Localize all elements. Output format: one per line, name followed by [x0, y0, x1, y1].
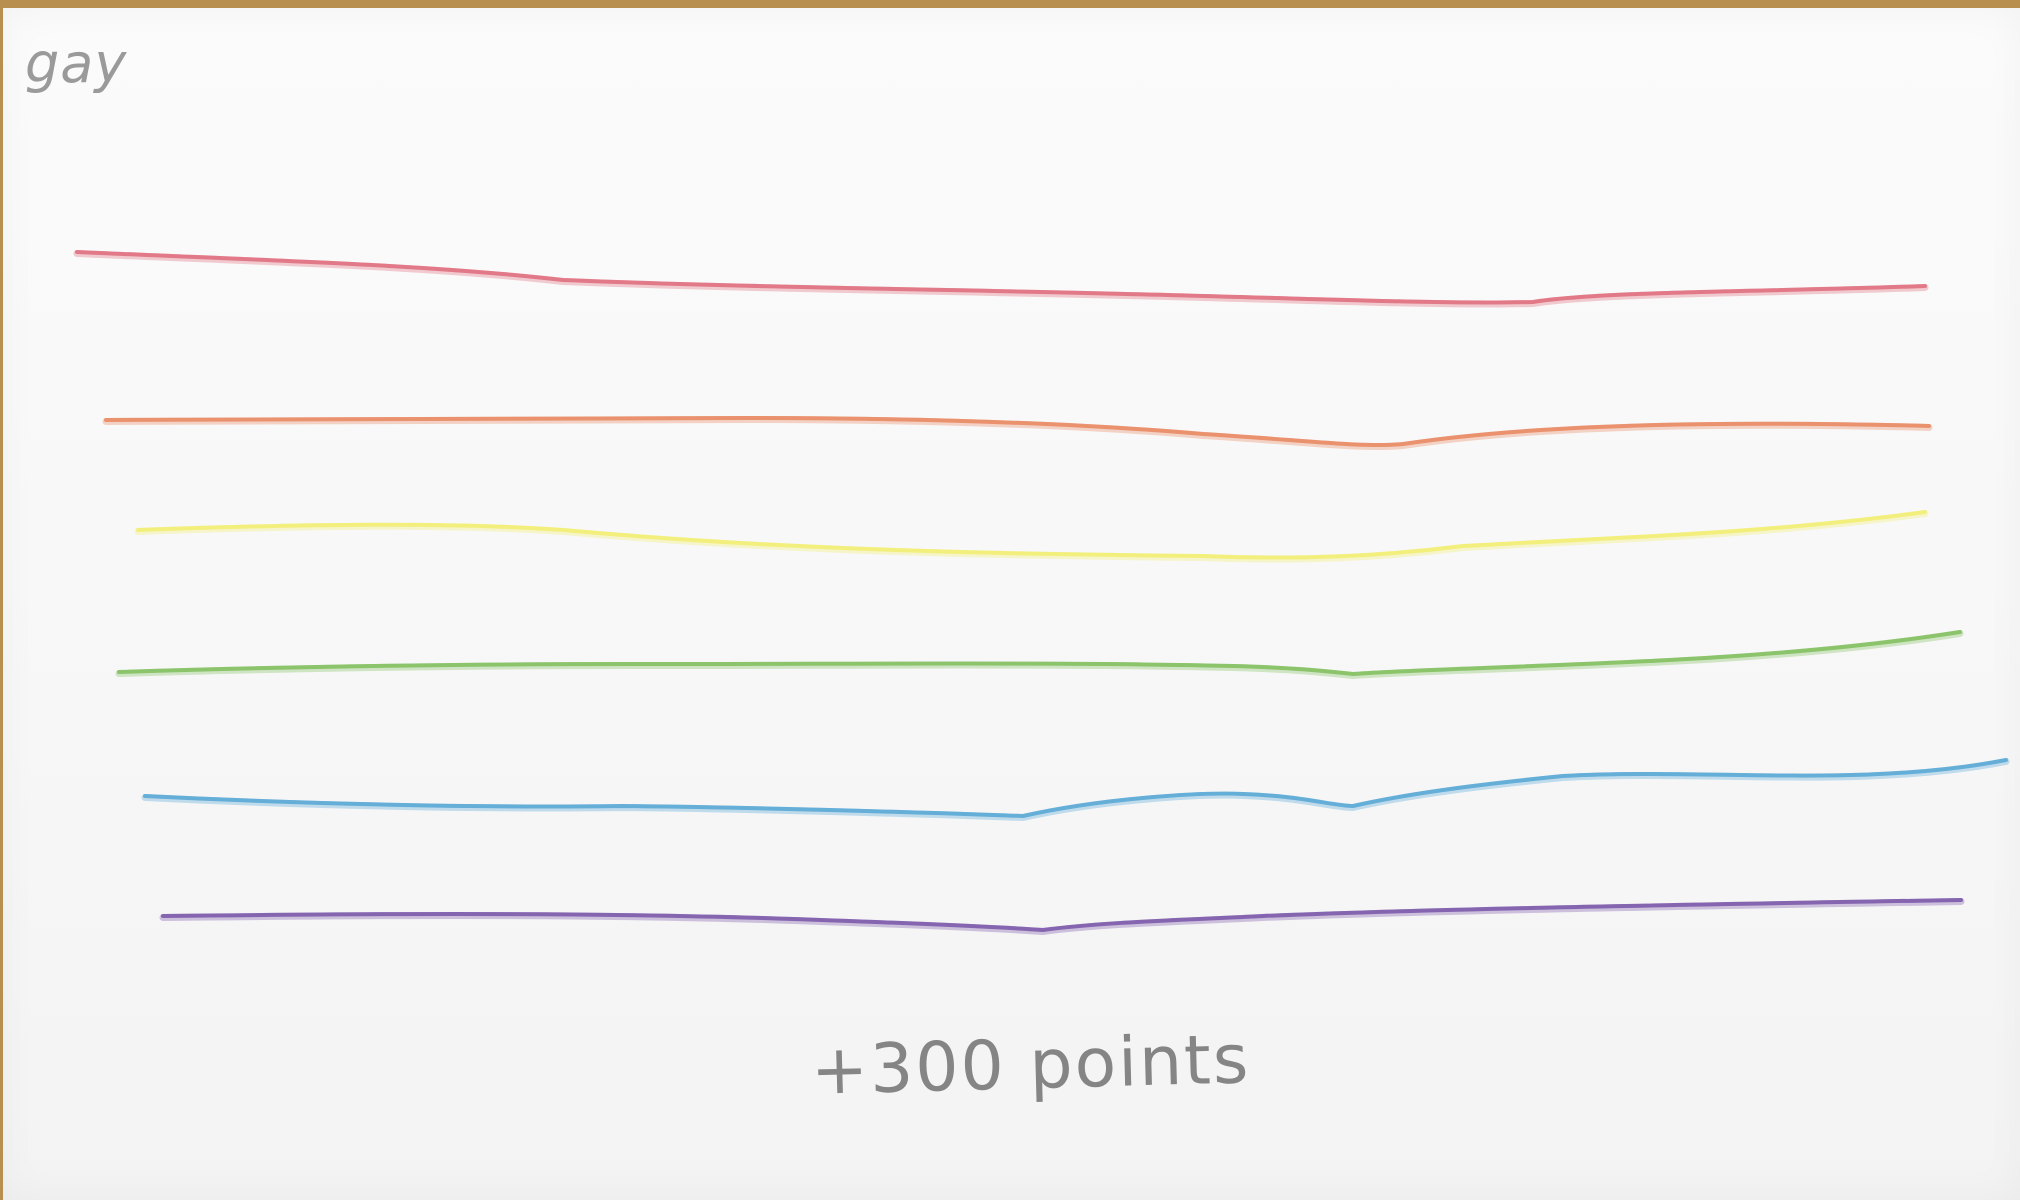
red-stripe [73, 250, 1929, 308]
blue-stripe [141, 758, 2010, 822]
rainbow-stripes [73, 250, 2010, 936]
corner-handwritten-word: gay [25, 32, 128, 95]
purple-stripe [159, 898, 1965, 936]
paper-card: gay +300 points [3, 8, 2020, 1200]
green-stripe [115, 630, 1964, 680]
orange-stripe [102, 415, 1933, 451]
points-handwritten-text: +300 points [810, 1020, 1252, 1111]
yellow-stripe [134, 510, 1929, 563]
